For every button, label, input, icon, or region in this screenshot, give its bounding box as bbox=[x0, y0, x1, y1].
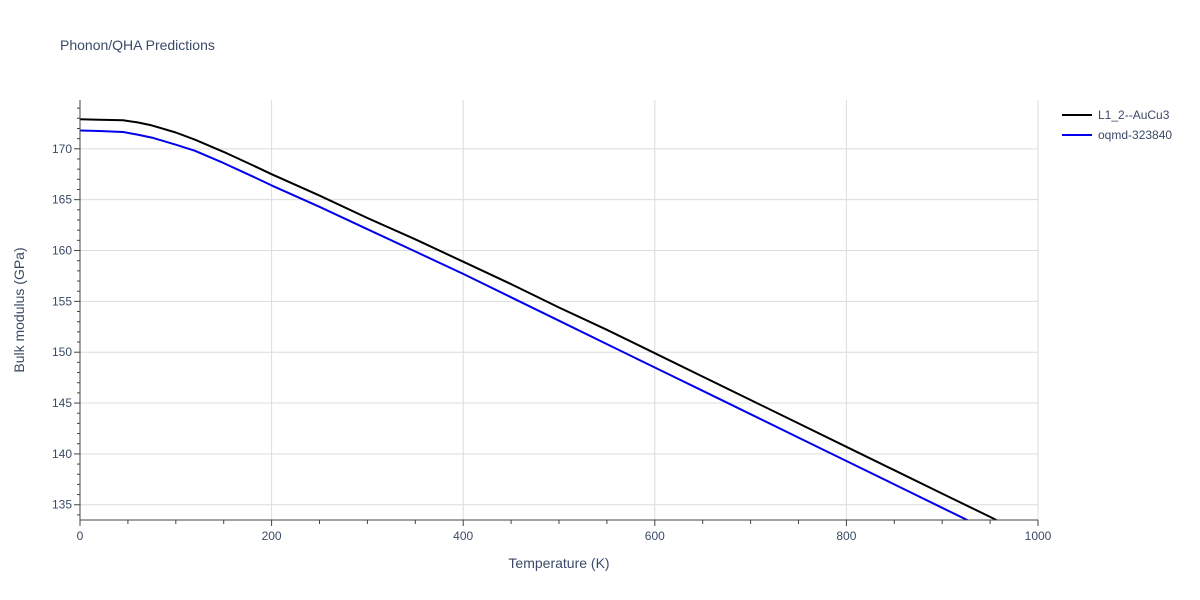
y-tick-label: 165 bbox=[52, 193, 72, 207]
x-tick-label: 600 bbox=[645, 529, 665, 543]
series-line-2 bbox=[80, 129, 970, 520]
y-tick-label: 135 bbox=[52, 498, 72, 512]
chart-title: Phonon/QHA Predictions bbox=[60, 37, 215, 53]
y-tick-label: 160 bbox=[52, 244, 72, 258]
x-tick-label: 800 bbox=[836, 529, 856, 543]
y-tick-label: 150 bbox=[52, 345, 72, 359]
axes: 0 200 400 600 800 1000 135 140 145 150 155 160 165 17… bbox=[52, 100, 1052, 543]
x-tick-label: 1000 bbox=[1025, 529, 1052, 543]
x-tick-label: 200 bbox=[262, 529, 282, 543]
y-axis-title: Bulk modulus (GPa) bbox=[11, 247, 27, 372]
grid-lines bbox=[80, 100, 1039, 520]
series-lines bbox=[80, 118, 999, 520]
x-axis-title: Temperature (K) bbox=[508, 555, 609, 571]
legend[interactable]: L1_2--AuCu3 oqmd-323840 bbox=[1062, 108, 1172, 142]
y-tick-label: 155 bbox=[52, 294, 72, 308]
legend-item[interactable]: oqmd-323840 bbox=[1062, 128, 1172, 142]
y-tick-label: 140 bbox=[52, 447, 72, 461]
legend-label: oqmd-323840 bbox=[1098, 128, 1172, 142]
legend-label: L1_2--AuCu3 bbox=[1098, 108, 1170, 122]
series-line-1 bbox=[80, 118, 999, 520]
x-tick-label: 400 bbox=[453, 529, 473, 543]
y-tick-label: 170 bbox=[52, 142, 72, 156]
legend-item[interactable]: L1_2--AuCu3 bbox=[1062, 108, 1170, 122]
y-tick-label: 145 bbox=[52, 396, 72, 410]
x-tick-label: 0 bbox=[77, 529, 84, 543]
